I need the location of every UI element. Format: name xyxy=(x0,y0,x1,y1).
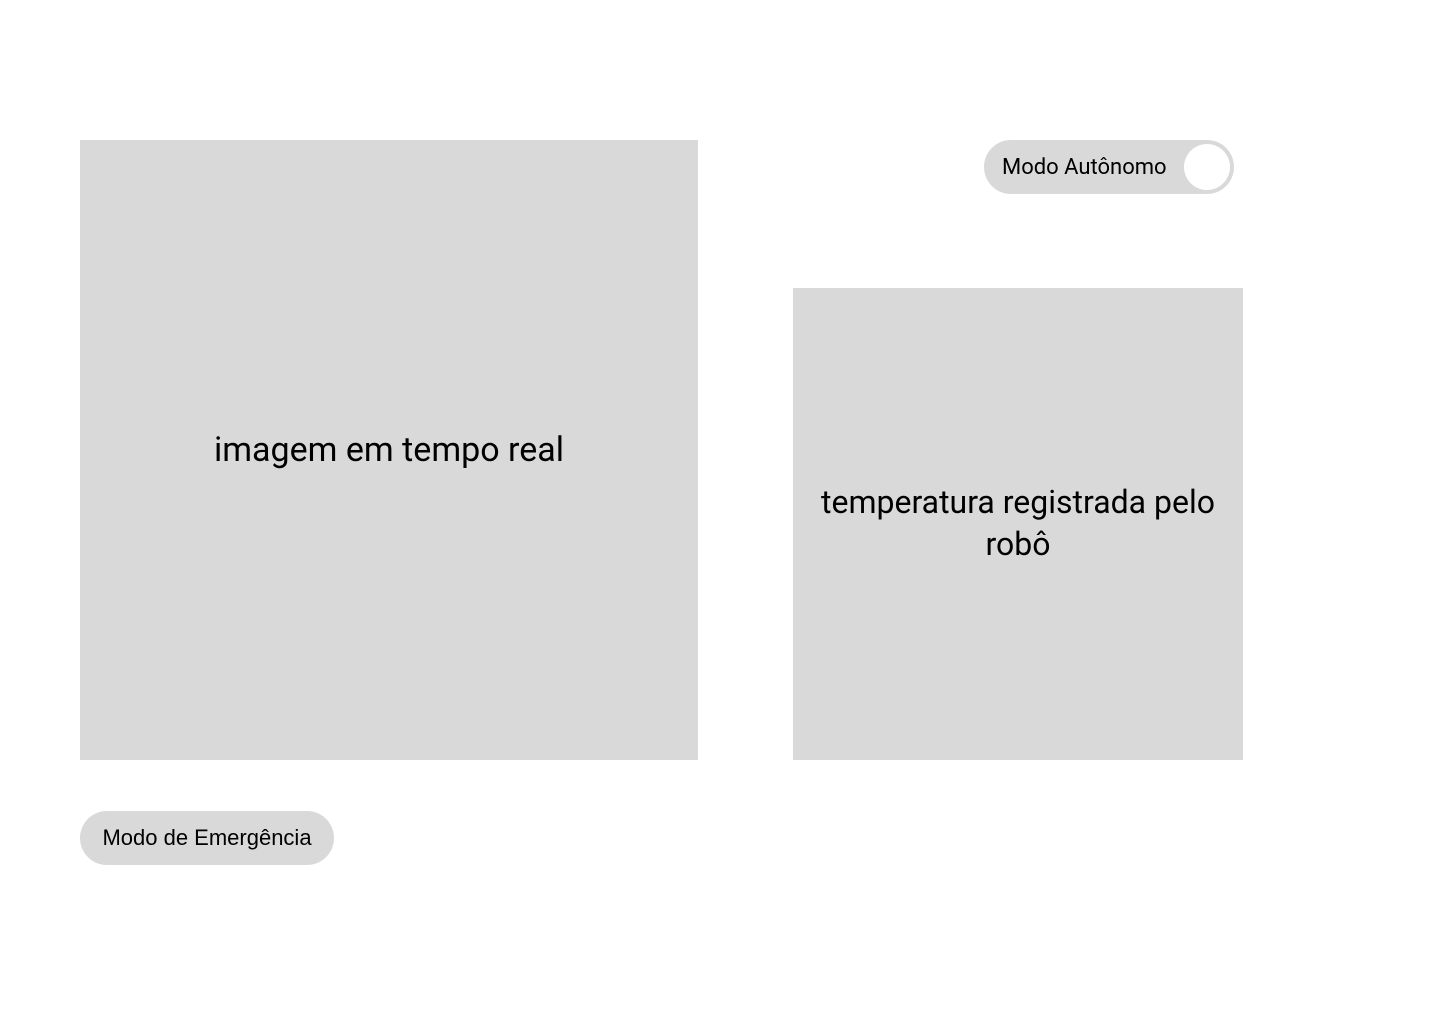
realtime-image-label: imagem em tempo real xyxy=(214,430,564,470)
temperature-panel: temperatura registrada pelo robô xyxy=(793,288,1243,760)
autonomous-mode-toggle[interactable]: Modo Autônomo xyxy=(984,140,1234,194)
emergency-mode-button[interactable]: Modo de Emergência xyxy=(80,811,334,865)
autonomous-toggle-label: Modo Autônomo xyxy=(1002,155,1184,180)
toggle-knob xyxy=(1184,144,1230,190)
emergency-button-label: Modo de Emergência xyxy=(102,825,311,851)
realtime-image-panel: imagem em tempo real xyxy=(80,140,698,760)
temperature-label: temperatura registrada pelo robô xyxy=(813,482,1223,565)
